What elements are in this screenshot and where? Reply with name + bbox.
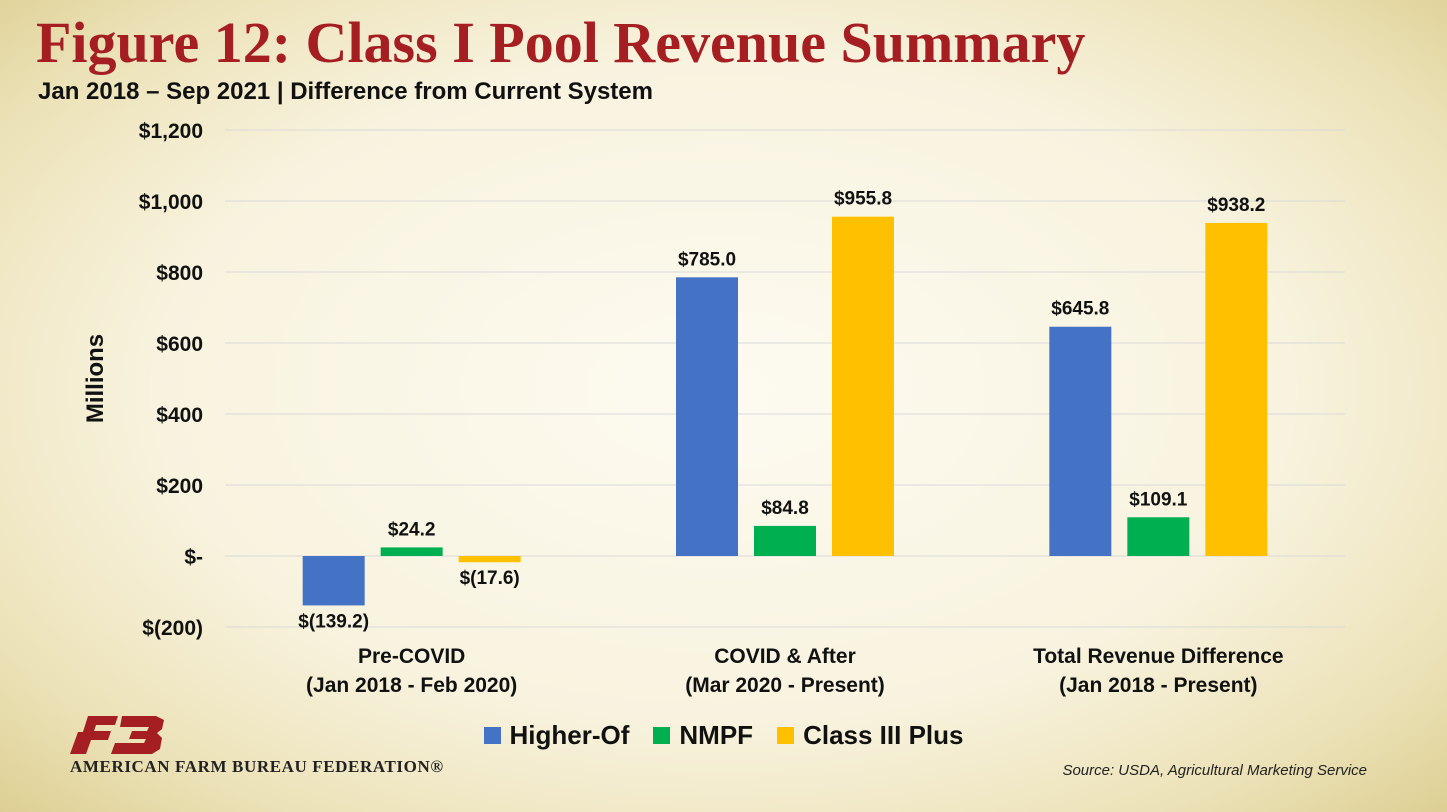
- y-tick-label: $-: [184, 546, 203, 569]
- data-label: $109.1: [1129, 489, 1188, 510]
- page-subtitle: Jan 2018 – Sep 2021 | Difference from Cu…: [38, 78, 653, 105]
- bar: [676, 277, 738, 556]
- x-tick-label: (Jan 2018 - Feb 2020): [306, 674, 517, 697]
- legend-item-nmpf: NMPF: [653, 720, 753, 751]
- x-tick-label: Pre-COVID: [358, 645, 465, 668]
- x-tick-label: Total Revenue Difference: [1033, 645, 1284, 668]
- x-tick-label: COVID & After: [714, 645, 856, 668]
- y-tick-label: $600: [156, 333, 203, 356]
- x-tick-label: (Jan 2018 - Present): [1059, 674, 1257, 697]
- organization-name: AMERICAN FARM BUREAU FEDERATION®: [70, 757, 444, 776]
- data-label: $955.8: [834, 189, 892, 210]
- bar: [302, 556, 365, 606]
- legend-label: NMPF: [679, 720, 754, 750]
- data-label: $24.2: [388, 519, 436, 540]
- bar: [380, 547, 443, 556]
- y-tick-label: $200: [156, 475, 203, 498]
- bar: [1049, 326, 1112, 556]
- chart-legend: Higher-Of NMPF Class III Plus: [0, 720, 1447, 751]
- data-label: $645.8: [1051, 299, 1109, 320]
- y-tick-label: $400: [156, 404, 203, 427]
- bar: [1127, 517, 1190, 556]
- data-label: $785.0: [678, 249, 736, 270]
- legend-swatch: [777, 727, 795, 744]
- data-label: $(139.2): [298, 611, 369, 632]
- x-tick-label: (Mar 2020 - Present): [685, 674, 885, 697]
- bar: [754, 525, 816, 556]
- page-title: Figure 12: Class I Pool Revenue Summary: [36, 10, 1086, 75]
- legend-label: Higher-Of: [509, 720, 630, 750]
- source-note: Source: USDA, Agricultural Marketing Ser…: [1062, 762, 1367, 779]
- legend-item-class-iii-plus: Class III Plus: [777, 720, 963, 751]
- data-label: $938.2: [1207, 195, 1265, 216]
- data-label: $84.8: [761, 498, 809, 519]
- legend-label: Class III Plus: [803, 720, 964, 750]
- legend-swatch: [653, 727, 671, 744]
- data-label: $(17.6): [460, 568, 520, 589]
- y-tick-label: $1,000: [139, 191, 203, 214]
- fb-logo-icon: [70, 716, 164, 754]
- bar: [1205, 222, 1268, 556]
- legend-item-higher-of: Higher-Of: [483, 720, 630, 751]
- legend-swatch: [483, 727, 501, 744]
- bar: [458, 556, 521, 563]
- y-axis-title: Millions: [82, 334, 109, 423]
- bar: [832, 216, 894, 557]
- y-tick-label: $1,200: [139, 120, 203, 143]
- y-tick-label: $800: [156, 262, 203, 285]
- y-tick-label: $(200): [142, 617, 203, 640]
